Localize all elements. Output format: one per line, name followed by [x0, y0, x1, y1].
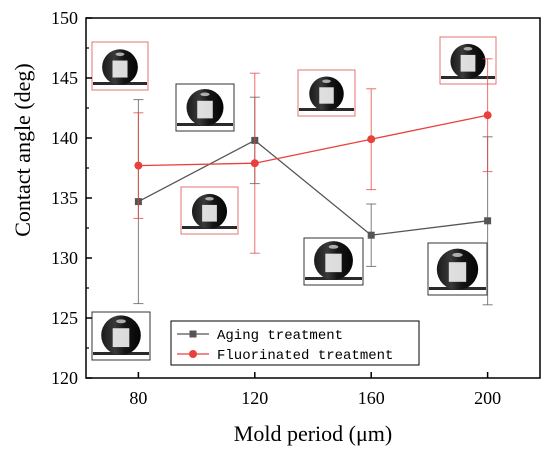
data-point	[484, 217, 492, 225]
y-tick-label: 135	[51, 188, 78, 208]
droplet-photo	[297, 69, 356, 117]
droplet-photo	[303, 237, 364, 286]
y-tick-label: 145	[51, 68, 78, 88]
x-tick-label: 120	[241, 388, 268, 408]
legend-box	[170, 320, 420, 366]
data-point	[483, 111, 492, 120]
x-axis-title: Mold period (μm)	[234, 421, 392, 446]
y-tick-label: 130	[51, 248, 78, 268]
droplet-photo	[175, 83, 235, 132]
droplet-photo	[439, 36, 497, 85]
y-tick-label: 150	[51, 8, 78, 28]
data-point	[250, 159, 259, 168]
y-axis-title: Contact angle (deg)	[10, 63, 35, 237]
droplet-photo	[91, 311, 151, 361]
legend-label: Fluorinated treatment	[217, 348, 393, 364]
data-point	[134, 161, 143, 170]
legend-label: Aging treatment	[217, 328, 343, 344]
data-point	[367, 231, 375, 239]
droplet-photo	[180, 186, 239, 235]
y-tick-label: 120	[51, 368, 78, 388]
legend-item: Aging treatment	[177, 328, 343, 344]
series-line	[138, 114, 488, 167]
data-point	[367, 135, 376, 144]
y-tick-label: 125	[51, 308, 78, 328]
x-tick-label: 160	[358, 388, 385, 408]
x-tick-label: 200	[474, 388, 501, 408]
legend-item: Fluorinated treatment	[177, 348, 393, 364]
y-tick-label: 140	[51, 128, 78, 148]
legend-marker	[189, 330, 197, 338]
x-tick-label: 80	[129, 388, 147, 408]
droplet-photo	[427, 242, 488, 296]
legend-marker	[189, 350, 197, 358]
droplet-photo	[91, 41, 149, 91]
series-line	[138, 139, 488, 236]
